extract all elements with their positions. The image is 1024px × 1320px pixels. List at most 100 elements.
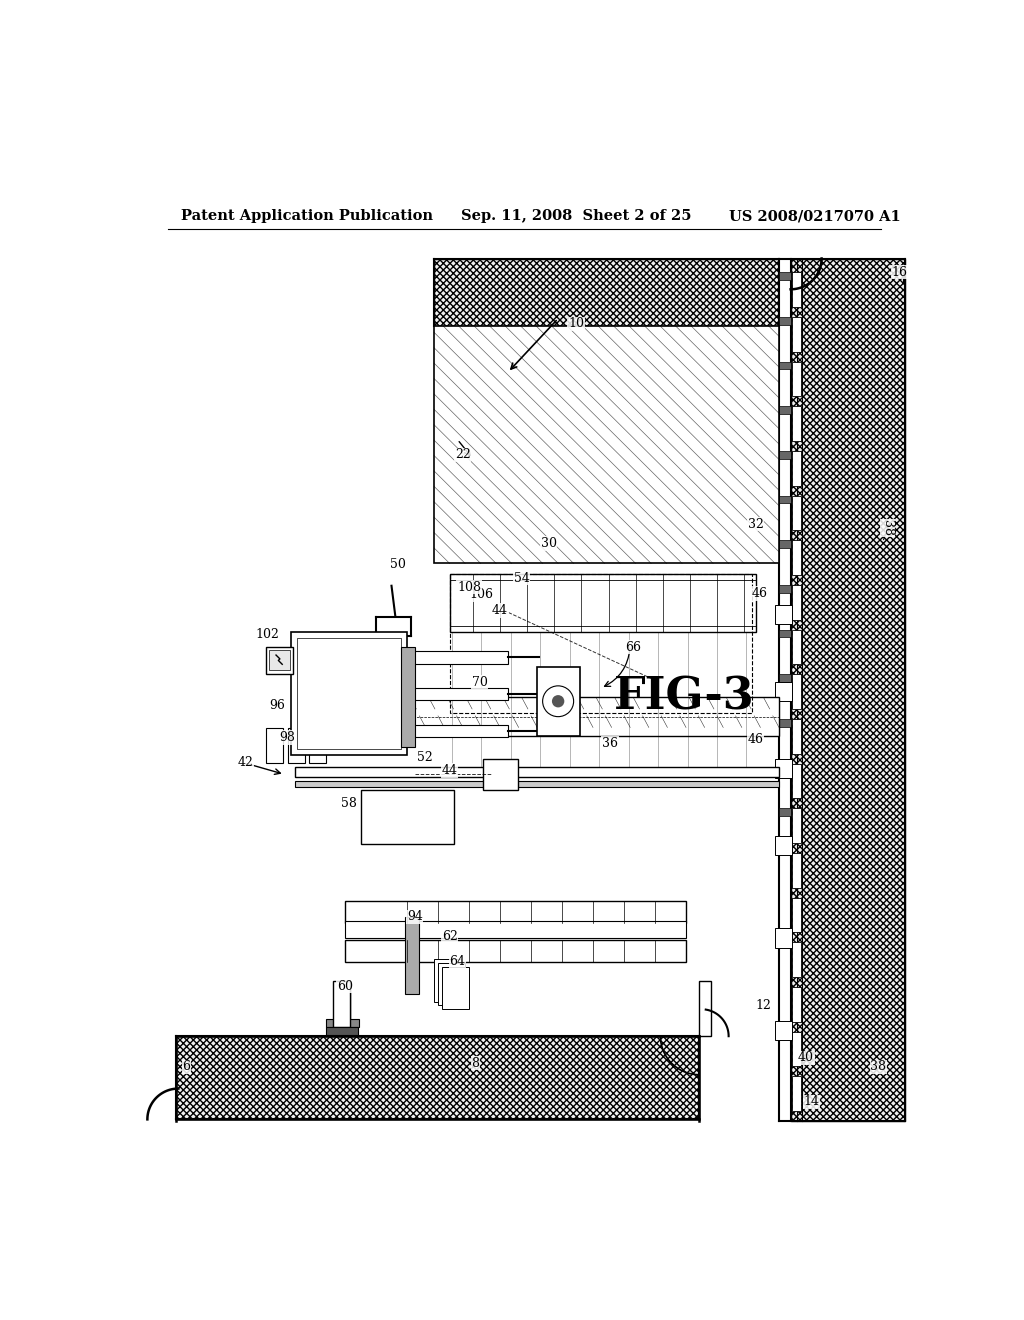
Text: US 2008/0217070 A1: US 2008/0217070 A1 xyxy=(729,209,900,223)
Text: 66: 66 xyxy=(626,640,641,653)
Text: 42: 42 xyxy=(238,756,254,770)
Bar xyxy=(779,407,791,414)
Text: 98: 98 xyxy=(280,731,296,744)
Bar xyxy=(334,981,350,1027)
Text: 30: 30 xyxy=(541,537,557,550)
Bar xyxy=(779,585,791,593)
Text: 16: 16 xyxy=(891,265,907,279)
Bar xyxy=(326,1027,358,1035)
Bar xyxy=(793,272,802,308)
Bar xyxy=(297,638,400,748)
Bar xyxy=(266,729,283,763)
Bar xyxy=(779,675,791,682)
Text: 58: 58 xyxy=(341,797,356,810)
Text: 32: 32 xyxy=(748,517,764,531)
Bar xyxy=(775,928,793,948)
Text: Sep. 11, 2008  Sheet 2 of 25: Sep. 11, 2008 Sheet 2 of 25 xyxy=(461,209,692,223)
Bar xyxy=(360,789,454,843)
Text: 40: 40 xyxy=(798,1051,814,1064)
Bar xyxy=(793,898,802,932)
Bar xyxy=(345,902,686,923)
Bar xyxy=(775,682,793,701)
Bar xyxy=(407,725,508,738)
Bar xyxy=(295,697,779,737)
Bar xyxy=(779,272,791,280)
Bar xyxy=(793,1032,802,1067)
Bar xyxy=(779,630,791,638)
Text: 60: 60 xyxy=(337,979,353,993)
Bar xyxy=(775,605,793,624)
Text: 46: 46 xyxy=(752,587,768,601)
Bar xyxy=(793,317,802,351)
Text: 64: 64 xyxy=(450,954,465,968)
Text: 44: 44 xyxy=(441,764,458,777)
Bar xyxy=(434,960,461,1002)
Bar xyxy=(434,259,786,326)
Text: 36: 36 xyxy=(602,737,618,750)
Bar xyxy=(176,1036,699,1119)
Bar xyxy=(779,763,791,771)
Bar xyxy=(345,921,686,937)
Bar xyxy=(793,496,802,531)
Text: Patent Application Publication: Patent Application Publication xyxy=(180,209,433,223)
Bar xyxy=(793,407,802,441)
Bar xyxy=(269,649,290,671)
Text: 38: 38 xyxy=(870,1060,886,1073)
Text: 102: 102 xyxy=(256,628,280,640)
Text: 54: 54 xyxy=(514,572,529,585)
Bar xyxy=(793,451,802,486)
Bar xyxy=(775,759,793,779)
Bar xyxy=(699,981,711,1036)
Bar xyxy=(779,362,791,370)
Text: 6: 6 xyxy=(182,1060,190,1073)
Bar xyxy=(775,1020,793,1040)
Bar xyxy=(779,540,791,548)
Bar xyxy=(793,719,802,754)
Bar xyxy=(291,632,407,755)
Bar xyxy=(266,647,293,673)
Bar xyxy=(793,987,802,1022)
Bar xyxy=(793,630,802,664)
Bar xyxy=(403,725,411,738)
Bar xyxy=(793,853,802,887)
Text: 10: 10 xyxy=(568,317,584,330)
Bar xyxy=(793,585,802,619)
Text: FIG-3: FIG-3 xyxy=(614,676,755,719)
Bar xyxy=(779,496,791,503)
Bar xyxy=(442,966,469,1010)
Bar xyxy=(309,729,327,763)
Circle shape xyxy=(552,696,564,708)
Text: 96: 96 xyxy=(269,698,286,711)
Bar xyxy=(403,688,411,701)
Bar xyxy=(793,675,802,709)
Bar xyxy=(288,729,305,763)
Text: 94: 94 xyxy=(407,911,423,924)
Bar xyxy=(791,259,905,1121)
Bar xyxy=(450,574,756,632)
Bar xyxy=(295,767,779,777)
Text: 106: 106 xyxy=(469,589,494,602)
Text: 22: 22 xyxy=(455,449,471,462)
Bar xyxy=(345,940,686,961)
Bar xyxy=(779,808,791,816)
Bar xyxy=(407,688,508,701)
Bar xyxy=(327,1019,359,1027)
Text: 70: 70 xyxy=(472,676,487,689)
Bar xyxy=(779,451,791,459)
Bar xyxy=(295,780,779,787)
Bar xyxy=(793,763,802,799)
Text: 46: 46 xyxy=(748,733,764,746)
Text: 50: 50 xyxy=(390,558,406,572)
Bar xyxy=(483,759,518,789)
Text: 108: 108 xyxy=(457,581,481,594)
Bar xyxy=(450,574,752,713)
Bar xyxy=(779,719,791,726)
Bar xyxy=(793,808,802,843)
Bar xyxy=(407,651,508,664)
Bar xyxy=(775,836,793,855)
Bar xyxy=(406,917,420,994)
Text: 14: 14 xyxy=(804,1096,819,1109)
Text: 8: 8 xyxy=(471,1056,479,1069)
Text: 52: 52 xyxy=(417,751,433,764)
Bar xyxy=(793,540,802,576)
